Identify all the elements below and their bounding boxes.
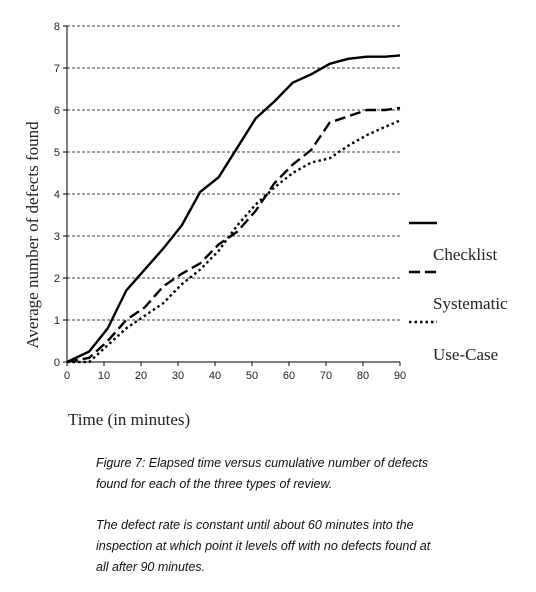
- series-line-systematic: [66, 106, 401, 364]
- y-axis-title: Average number of defects found: [23, 121, 42, 349]
- legend-label-checklist: Checklist: [433, 245, 497, 264]
- y-tick-label: 7: [54, 63, 60, 75]
- x-tick-label: 70: [320, 370, 332, 382]
- y-tick-label: 1: [54, 315, 60, 327]
- y-tick-label: 5: [54, 147, 60, 159]
- figure-note: The defect rate is constant until about …: [96, 518, 431, 574]
- y-tick-label: 2: [54, 273, 60, 285]
- grid-lines: [67, 25, 400, 321]
- y-tick-label: 3: [54, 231, 60, 243]
- x-tick-label: 10: [98, 370, 110, 382]
- x-tick-label: 60: [283, 370, 295, 382]
- x-axis-title: Time (in minutes): [68, 410, 190, 429]
- figure-caption: Figure 7: Elapsed time versus cumulative…: [96, 456, 429, 491]
- legend: Checklist Systematic Use-Case: [409, 221, 508, 364]
- y-tick-label: 0: [54, 357, 60, 369]
- y-tick-label: 6: [54, 105, 60, 117]
- series-line-use-case: [67, 119, 401, 364]
- x-tick-label: 20: [135, 370, 147, 382]
- x-tick-label: 30: [172, 370, 184, 382]
- x-tick-label: 40: [209, 370, 221, 382]
- y-tick-label: 8: [54, 21, 60, 33]
- y-tick-label: 4: [54, 189, 60, 201]
- x-tick-label: 90: [394, 370, 406, 382]
- x-tick-label: 0: [64, 370, 70, 382]
- x-tick-label: 50: [246, 370, 258, 382]
- series-line-checklist: [66, 54, 401, 364]
- legend-label-use-case: Use-Case: [433, 345, 498, 364]
- series-lines: [66, 54, 401, 364]
- x-tick-label: 80: [357, 370, 369, 382]
- legend-label-systematic: Systematic: [433, 294, 508, 313]
